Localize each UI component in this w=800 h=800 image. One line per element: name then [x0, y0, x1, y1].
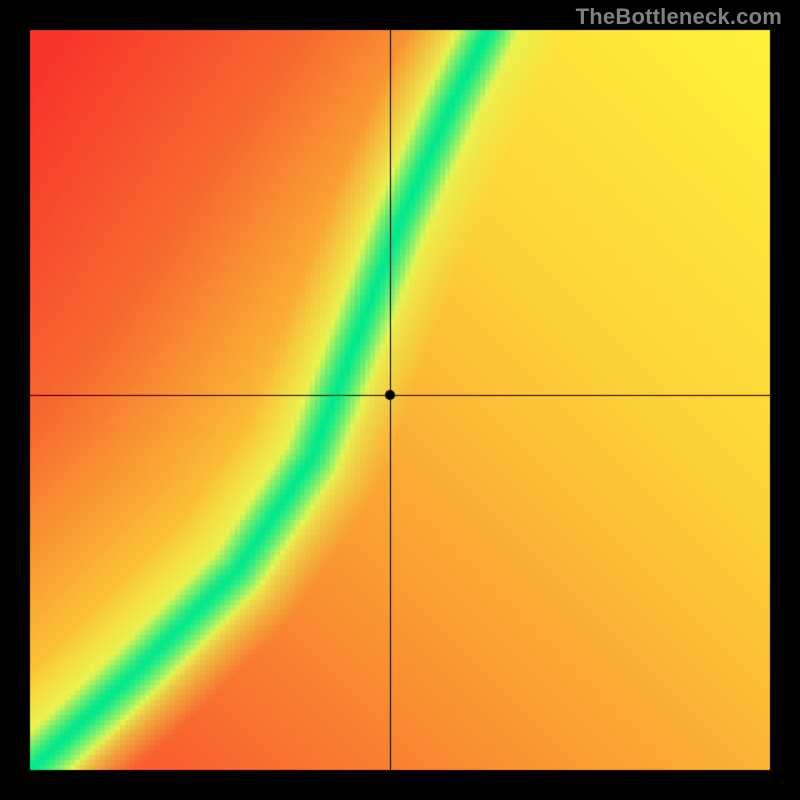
bottleneck-heatmap-canvas [0, 0, 800, 800]
chart-container: TheBottleneck.com [0, 0, 800, 800]
watermark-text: TheBottleneck.com [576, 4, 782, 30]
